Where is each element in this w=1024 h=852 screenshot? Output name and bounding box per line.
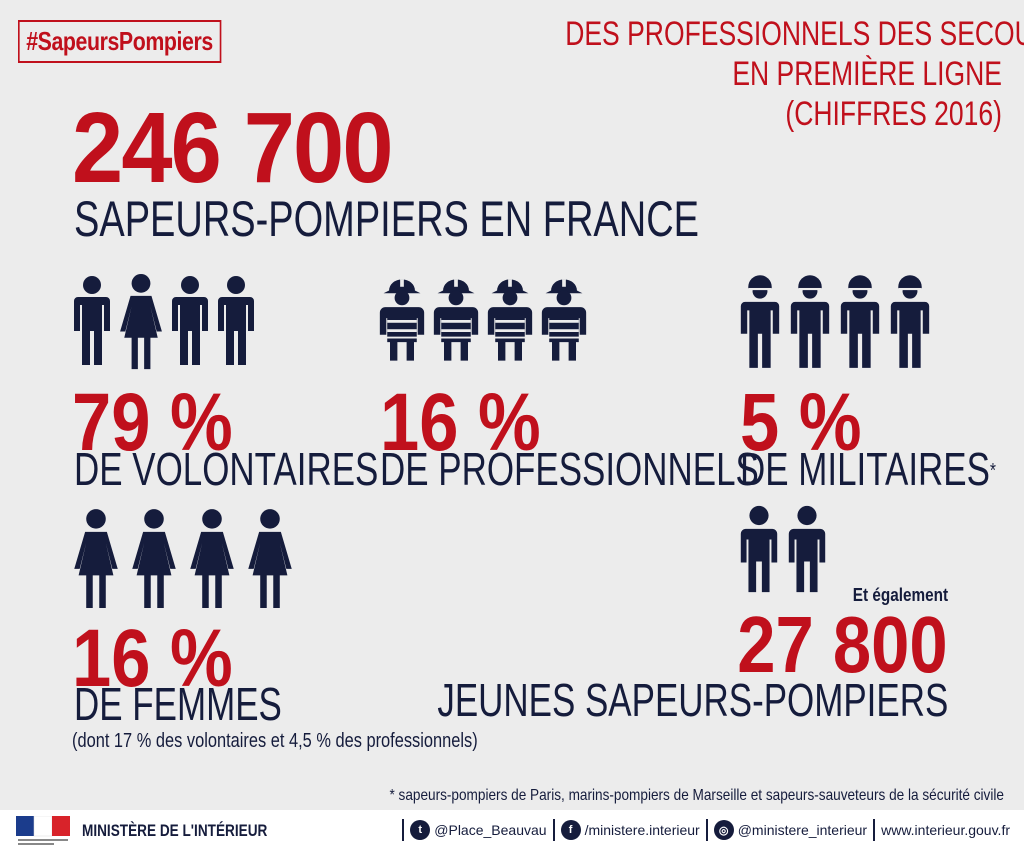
firefighter-icon — [540, 270, 588, 370]
facebook-icon: f — [560, 820, 581, 840]
young-label: JEUNES SAPEURS-POMPIERS — [437, 674, 948, 726]
marianne-logo — [16, 816, 70, 845]
women-icons — [70, 508, 296, 608]
military-label: DE MILITAIRES* — [740, 445, 996, 493]
twitter-icon: t — [410, 820, 431, 840]
separator — [402, 819, 405, 841]
website-link[interactable]: www.interieur.gouv.fr — [881, 822, 1010, 838]
women-percent: 16 % — [72, 613, 233, 704]
total-number: 246 700 — [72, 92, 394, 204]
footnote-mark: * — [989, 460, 996, 482]
man-icon — [170, 272, 210, 370]
instagram-handle: @ministere_interieur — [737, 822, 868, 838]
volunteers-icons — [72, 272, 256, 370]
man-icon — [72, 272, 112, 370]
woman-icon — [70, 508, 122, 608]
military-percent: 5 % — [740, 377, 862, 468]
volunteers-percent: 79 % — [72, 377, 233, 468]
separator — [552, 819, 555, 841]
separator — [705, 819, 708, 841]
title-line-2: EN PREMIÈRE LIGNE — [732, 55, 1002, 93]
total-caption: SAPEURS-POMPIERS EN FRANCE — [74, 191, 700, 247]
website-url: www.interieur.gouv.fr — [881, 822, 1010, 838]
military-label-text: DE MILITAIRES — [740, 443, 990, 495]
young-intro: Et également — [852, 585, 948, 605]
footnote: * sapeurs-pompiers de Paris, marins-pomp… — [389, 787, 1004, 804]
firefighter-icon — [432, 270, 480, 370]
young-icons — [736, 500, 830, 600]
military-icons — [738, 272, 932, 370]
soldier-icon — [788, 272, 832, 370]
title-line-1: DES PROFESSIONNELS DES SECOURS — [565, 15, 1024, 53]
young-number: 27 800 — [737, 600, 948, 689]
footer: MINISTÈRE DE L'INTÉRIEUR t @Place_Beauva… — [0, 810, 1024, 852]
woman-icon — [118, 272, 164, 370]
soldier-icon — [838, 272, 882, 370]
page-title: DES PROFESSIONNELS DES SECOURS EN PREMIÈ… — [565, 14, 1024, 134]
twitter-link[interactable]: t @Place_Beauvau — [410, 820, 547, 840]
woman-icon — [128, 508, 180, 608]
firefighter-icon — [378, 270, 426, 370]
young-firefighter-icon — [784, 500, 830, 600]
woman-icon — [186, 508, 238, 608]
facebook-link[interactable]: f /ministere.interieur — [560, 820, 700, 840]
women-note: (dont 17 % des volontaires et 4,5 % des … — [72, 730, 478, 752]
professionals-percent: 16 % — [380, 377, 541, 468]
ministry-name: MINISTÈRE DE L'INTÉRIEUR — [82, 821, 268, 840]
separator — [873, 819, 876, 841]
woman-icon — [244, 508, 296, 608]
title-line-3: (CHIFFRES 2016) — [785, 95, 1002, 133]
facebook-handle: /ministere.interieur — [584, 822, 700, 838]
twitter-handle: @Place_Beauvau — [434, 822, 547, 838]
soldier-icon — [888, 272, 932, 370]
professionals-label: DE PROFESSIONNELS — [380, 443, 759, 495]
man-icon — [216, 272, 256, 370]
young-firefighter-icon — [736, 500, 782, 600]
professionals-icons — [378, 270, 588, 370]
hashtag-badge: #SapeursPompiers — [18, 20, 222, 63]
volunteers-label: DE VOLONTAIRES — [74, 443, 379, 495]
soldier-icon — [738, 272, 782, 370]
firefighter-icon — [486, 270, 534, 370]
instagram-link[interactable]: ◎ @ministere_interieur — [713, 820, 868, 840]
women-label: DE FEMMES — [74, 678, 282, 730]
instagram-icon: ◎ — [713, 820, 734, 840]
social-links: t @Place_Beauvau f /ministere.interieur … — [402, 819, 1010, 841]
